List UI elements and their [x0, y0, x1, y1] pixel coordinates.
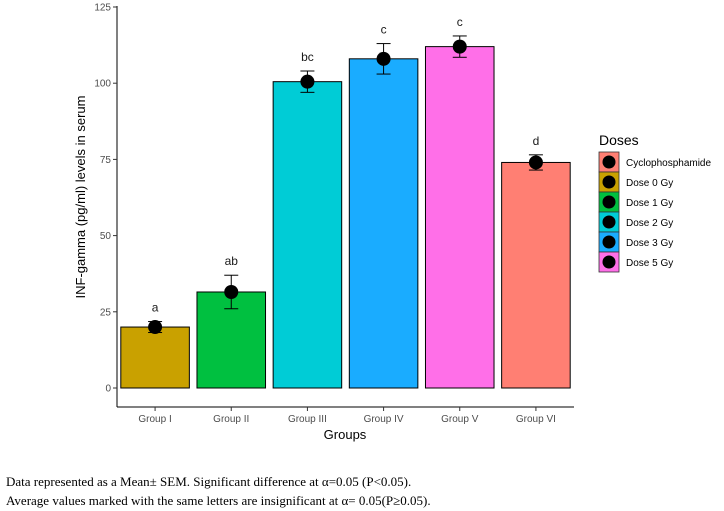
x-tick-label: Group II	[213, 414, 249, 425]
mean-point	[148, 320, 163, 335]
mean-point	[376, 51, 391, 66]
legend-item: Dose 2 Gy	[598, 211, 673, 233]
significance-letter: bc	[301, 50, 314, 64]
y-tick-label: 75	[100, 155, 112, 166]
legend-title: Doses	[599, 132, 639, 148]
footnote-letters: Average values marked with the same lett…	[6, 493, 431, 508]
legend-label: Dose 1 Gy	[626, 198, 673, 209]
mean-point	[452, 39, 467, 54]
bar	[501, 161, 571, 389]
legend: Doses Cyclophosphamide Dose 0 Gy Dose 1 Gy…	[598, 132, 711, 273]
legend-item: Dose 1 Gy	[598, 191, 673, 213]
y-tick-label: 100	[94, 79, 111, 90]
significance-letter: a	[152, 301, 159, 315]
legend-label: Dose 3 Gy	[626, 238, 673, 249]
bar	[272, 81, 343, 389]
x-tick-label: Group V	[441, 414, 479, 425]
mean-points	[148, 39, 543, 335]
legend-point	[602, 155, 616, 169]
bar	[120, 326, 190, 389]
legend-label: Dose 2 Gy	[626, 218, 673, 229]
x-tick-label: Group III	[288, 414, 327, 425]
bar	[348, 58, 419, 389]
bar	[424, 46, 495, 389]
legend-item: Dose 0 Gy	[598, 171, 673, 193]
x-tick-label: Group IV	[364, 414, 404, 425]
significance-letter: c	[381, 23, 387, 37]
mean-point	[224, 284, 239, 299]
legend-label: Dose 5 Gy	[626, 258, 673, 269]
legend-item: Dose 5 Gy	[598, 251, 673, 273]
significance-letter: d	[533, 134, 540, 148]
y-tick-label: 50	[100, 231, 112, 242]
x-axis: Group I Group II Group III Group IV Group V G…	[117, 406, 574, 425]
legend-point	[602, 195, 616, 209]
legend-item: Cyclophosphamide	[598, 151, 711, 173]
legend-point	[602, 235, 616, 249]
y-tick-label: 125	[94, 3, 111, 14]
y-axis-title: INF-gamma (pg/ml) levels in serum	[73, 96, 88, 299]
legend-item: Dose 3 Gy	[598, 231, 673, 253]
legend-label: Cyclophosphamide	[626, 158, 711, 169]
legend-point	[602, 255, 616, 269]
significance-letter: ab	[225, 254, 239, 268]
legend-label: Dose 0 Gy	[626, 178, 673, 189]
mean-point	[300, 74, 315, 89]
x-axis-title: Groups	[324, 427, 367, 442]
legend-point	[602, 215, 616, 229]
legend-point	[602, 175, 616, 189]
bars	[120, 46, 571, 389]
y-tick-label: 25	[100, 307, 112, 318]
mean-point	[528, 155, 543, 170]
significance-letters: a ab bc c c d	[152, 15, 540, 315]
x-tick-label: Group VI	[516, 414, 556, 425]
y-tick-label: 0	[105, 384, 111, 395]
y-axis: 0 25 50 75 100 125	[94, 3, 118, 407]
footnote-mean-sem: Data represented as a Mean± SEM. Signifi…	[6, 474, 412, 489]
x-tick-label: Group I	[138, 414, 171, 425]
significance-letter: c	[457, 15, 463, 29]
